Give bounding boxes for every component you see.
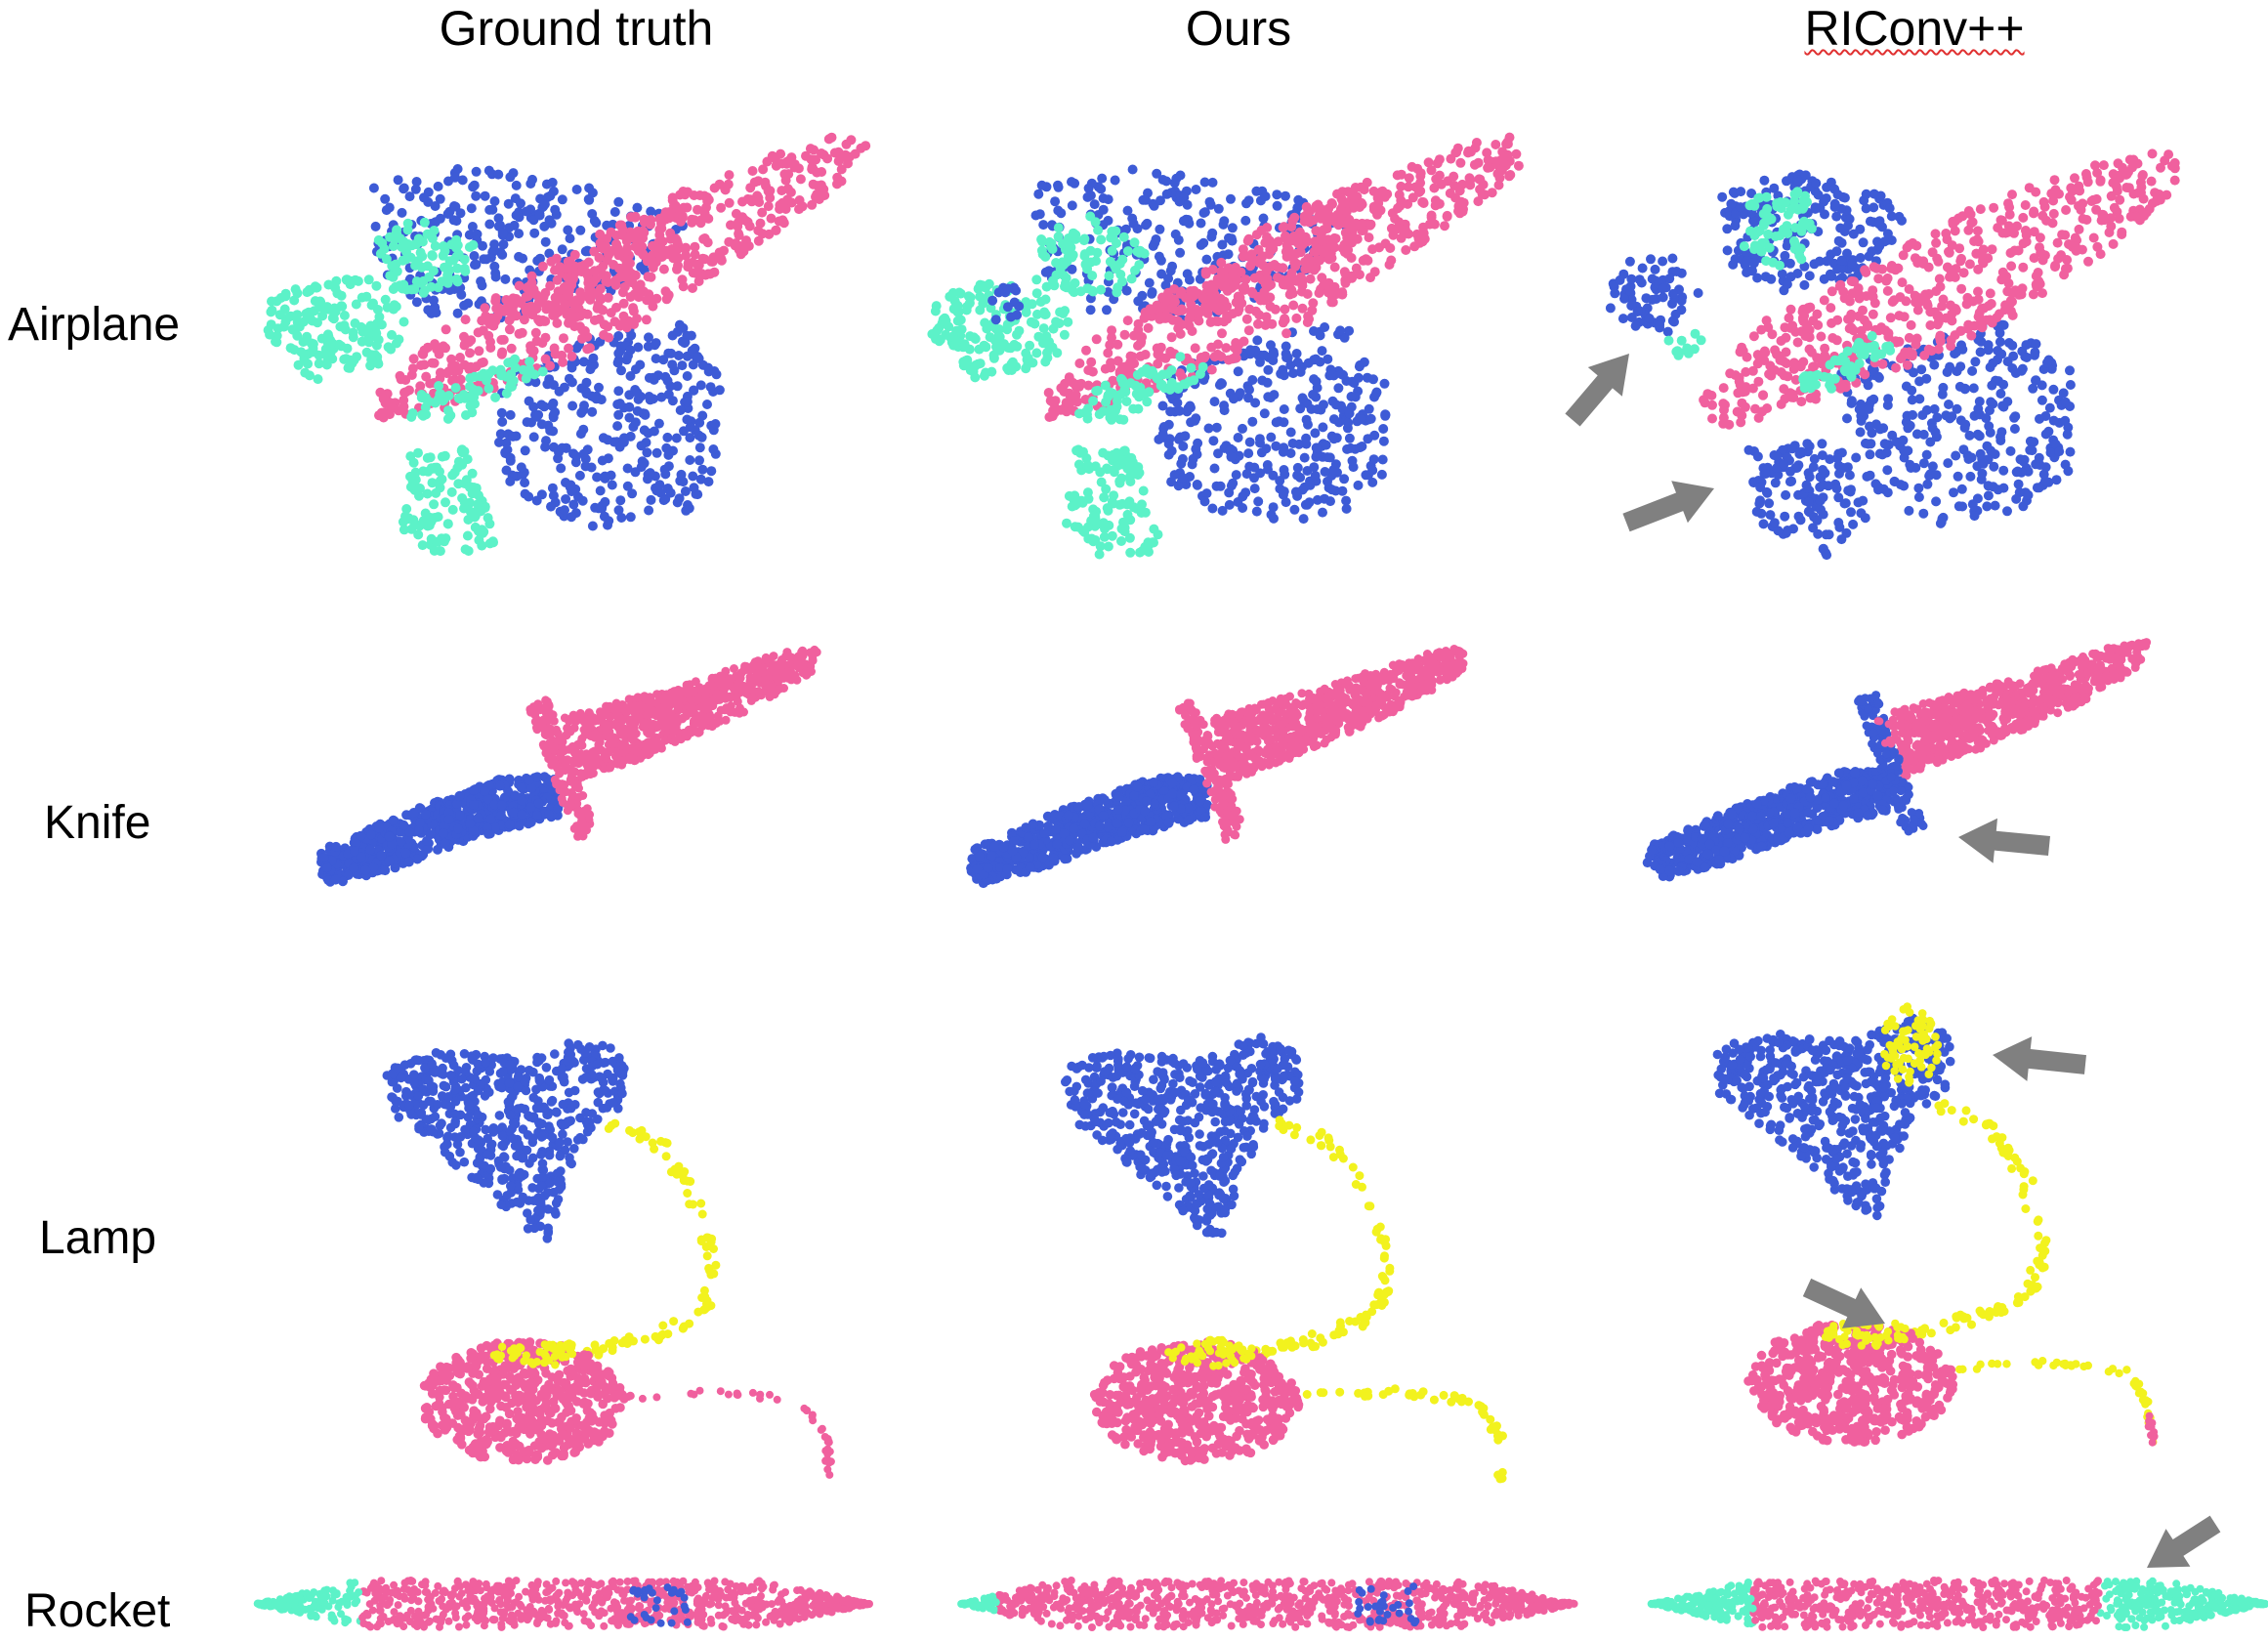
- row-label-lamp: Lamp: [39, 1212, 157, 1264]
- ours-airplane-pointcloud: [927, 132, 1524, 560]
- riconv-airplane-pointcloud: [1605, 148, 2180, 561]
- row-label-knife: Knife: [44, 797, 151, 849]
- ours-lamp-pointcloud: [1061, 1032, 1507, 1484]
- arrow-airplane-wing: [1565, 354, 1629, 427]
- arrow-lamp-head: [1993, 1036, 2086, 1081]
- riconv-label-text: RIConv++: [1804, 1, 2025, 56]
- ground-truth-knife-pointcloud: [316, 645, 821, 887]
- ground-truth-rocket-pointcloud: [253, 1577, 873, 1631]
- riconv-rocket-pointcloud: [1647, 1577, 2268, 1631]
- ground-truth-airplane-pointcloud: [263, 132, 871, 557]
- error-arrows: [1565, 354, 2221, 1568]
- ours-knife-pointcloud: [966, 645, 1468, 889]
- arrow-rocket-tip: [2147, 1515, 2221, 1568]
- arrow-lamp-base: [1802, 1278, 1885, 1328]
- row-label-airplane: Airplane: [8, 299, 181, 351]
- column-header-riconv: RIConv++: [1778, 0, 2051, 57]
- column-header-ours: Ours: [1185, 1, 1292, 56]
- arrow-airplane-tail: [1622, 481, 1714, 532]
- riconv-lamp-pointcloud: [1712, 1002, 2159, 1447]
- riconv-knife-pointcloud: [1642, 638, 2152, 882]
- column-header-ground-truth: Ground truth: [439, 1, 714, 56]
- row-label-rocket: Rocket: [24, 1585, 171, 1637]
- arrow-knife-guard: [1958, 818, 2050, 863]
- ground-truth-lamp-pointcloud: [382, 1038, 835, 1479]
- ours-rocket-pointcloud: [957, 1577, 1578, 1631]
